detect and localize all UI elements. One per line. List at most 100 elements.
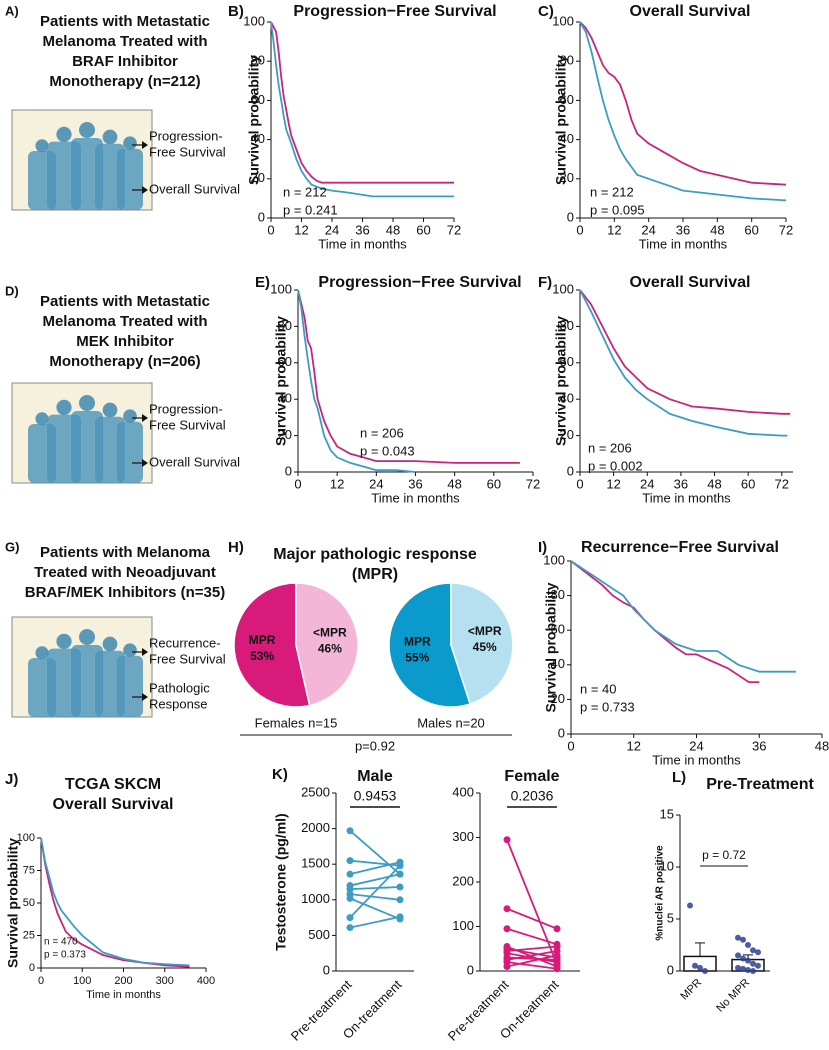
pair-point (396, 915, 404, 923)
panel-letter: K) (272, 766, 288, 783)
pair-point (396, 870, 404, 878)
panel-letter: E) (255, 274, 270, 291)
y-tick-label: 200 (452, 873, 474, 888)
slice-value: 53% (250, 649, 274, 663)
pie-slice (233, 582, 311, 708)
y-tick-label: 60 (560, 92, 574, 107)
pair-line (506, 952, 558, 963)
chart-title: Overall Survival (630, 3, 751, 20)
outcome-label: Progression- (149, 128, 223, 143)
pair-line (349, 830, 401, 875)
pair-line (506, 839, 558, 965)
x-tick-label: 60 (741, 476, 755, 491)
x-axis-label: Time in months (318, 236, 407, 251)
x-tick-label: 12 (294, 222, 308, 237)
x-tick-label: 200 (114, 975, 132, 987)
x-tick-label: MPR (678, 977, 704, 1003)
arrow-head (142, 414, 148, 422)
y-tick-label: 1000 (301, 891, 330, 906)
x-tick-label: 0 (38, 975, 44, 987)
pair-line (349, 893, 401, 901)
pair-line (506, 950, 558, 961)
data-point (692, 962, 698, 969)
panel-letter: H) (228, 539, 244, 556)
y-tick-label: 0 (567, 209, 574, 224)
y-tick-label: 100 (543, 552, 565, 567)
pair-point (346, 894, 354, 902)
x-tick-label: 72 (775, 476, 789, 491)
panel-letter: L) (672, 769, 686, 786)
panel-title: Melanoma Treated with (42, 33, 207, 50)
x-axis-label: Time in months (652, 752, 741, 767)
x-tick-label: 72 (779, 222, 793, 237)
outcome-label: Free Survival (149, 144, 226, 159)
pair-line (506, 945, 558, 952)
p-value: 0.2036 (511, 788, 554, 804)
annotation: p = 0.002 (588, 458, 643, 473)
y-tick-label: 300 (452, 829, 474, 844)
person-icon (35, 412, 49, 426)
panel-title: Melanoma Treated with (42, 313, 207, 330)
data-point (687, 902, 693, 909)
chart-title: TCGA SKCM (65, 776, 161, 793)
chart-title: Overall Survival (630, 274, 751, 291)
arrow-head (142, 693, 148, 701)
x-tick-label: 0 (567, 738, 574, 753)
y-axis-label: Survival probability (273, 316, 289, 446)
pie-caption: Males n=20 (417, 715, 485, 730)
y-tick-label: 500 (308, 927, 330, 942)
pair-point (553, 925, 561, 933)
y-tick-label: 0 (323, 962, 330, 977)
y-tick-label: 20 (560, 427, 574, 442)
pair-point (396, 883, 404, 891)
y-tick-label: 2500 (301, 784, 330, 799)
person-icon (102, 636, 118, 652)
data-point (750, 968, 756, 974)
annotation: n = 470 (44, 937, 78, 948)
survival-curve (297, 289, 416, 473)
x-tick-label: 48 (447, 476, 461, 491)
pair-line (506, 907, 558, 930)
p-value: p=0.92 (355, 738, 395, 753)
y-tick-label: 20 (278, 427, 292, 442)
y-tick-label: 40 (551, 656, 565, 671)
x-tick-label: 24 (689, 738, 703, 753)
x-axis-label: Time in months (639, 236, 728, 251)
data-point (755, 962, 761, 969)
x-tick-label: 60 (744, 222, 758, 237)
pair-point (346, 857, 354, 865)
person-icon (79, 122, 95, 138)
person-icon (79, 395, 95, 411)
person-icon (102, 402, 118, 418)
y-tick-label: 60 (278, 354, 292, 369)
x-axis-label: Time in months (371, 490, 460, 505)
data-point (740, 955, 746, 962)
data-point (735, 934, 741, 941)
outcome-label: Overall Survival (149, 454, 240, 469)
chart-title: Overall Survival (53, 796, 174, 813)
person-icon (56, 126, 72, 142)
y-tick-label: 400 (452, 784, 474, 799)
y-axis-label: Survival probability (543, 582, 559, 712)
y-tick-label: 0 (467, 962, 474, 977)
data-point (735, 964, 741, 971)
y-tick-label: 5 (667, 910, 674, 925)
outcome-label: Response (149, 696, 208, 711)
outcome-label: Free Survival (149, 417, 226, 432)
data-point (735, 952, 741, 959)
y-tick-label: 80 (560, 53, 574, 68)
person-icon (123, 643, 137, 657)
outcome-label: Free Survival (149, 651, 226, 666)
y-tick-label: 0 (667, 962, 674, 977)
pair-point (346, 885, 354, 893)
x-tick-label: 48 (710, 222, 724, 237)
y-tick-label: 0 (558, 725, 565, 740)
survival-curve (579, 289, 788, 437)
x-tick-label: 60 (416, 222, 430, 237)
annotation: n = 206 (360, 425, 404, 440)
data-point (745, 957, 751, 964)
panel-letter: I) (538, 539, 547, 556)
annotation: p = 0.241 (283, 202, 338, 217)
y-tick-label: 0 (285, 463, 292, 478)
